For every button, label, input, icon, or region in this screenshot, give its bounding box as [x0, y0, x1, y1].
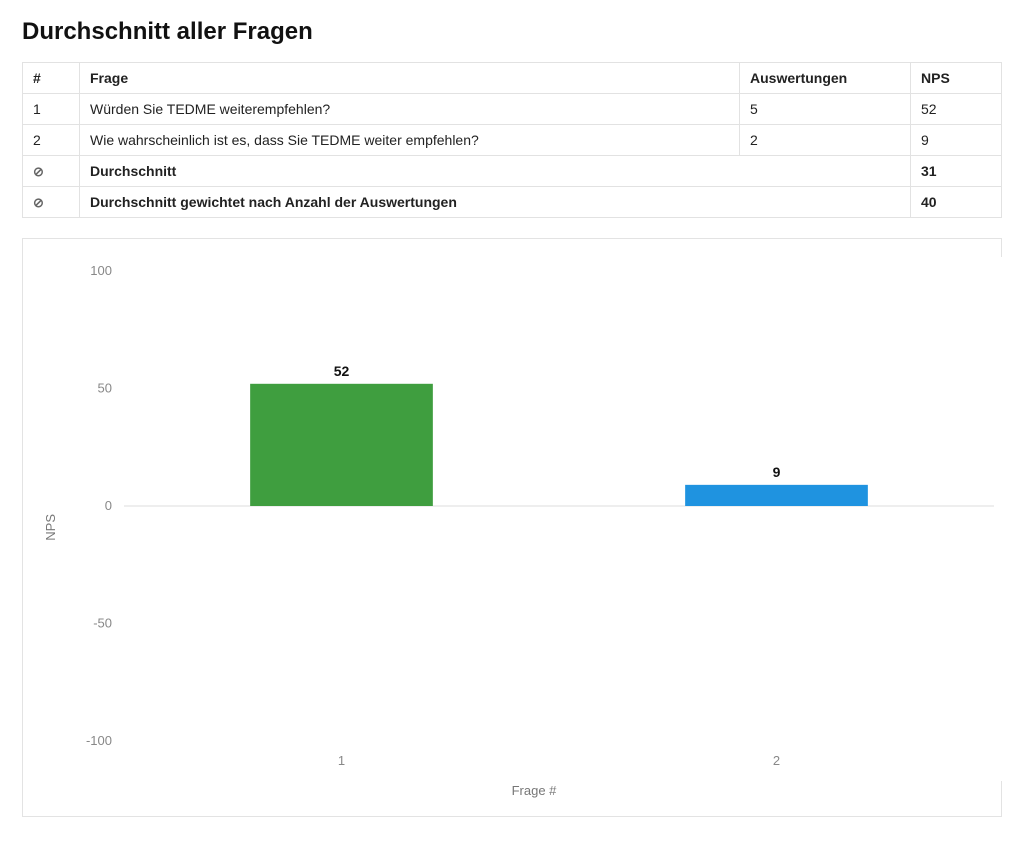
bar-value-label: 52 — [334, 363, 350, 379]
y-tick-label: 50 — [98, 381, 112, 396]
y-tick-label: 100 — [90, 263, 112, 278]
average-icon: ⊘ — [33, 165, 44, 178]
col-header-frage: Frage — [80, 63, 740, 94]
table-row: 1 Würden Sie TEDME weiterempfehlen? 5 52 — [23, 94, 1002, 125]
summary-nps: 31 — [911, 156, 1002, 187]
bar — [685, 485, 868, 506]
cell-auswertungen: 5 — [740, 94, 911, 125]
cell-nps: 9 — [911, 125, 1002, 156]
y-tick-label: 0 — [105, 498, 112, 513]
x-axis-label: Frage # — [64, 783, 1004, 798]
bar-value-label: 9 — [773, 464, 781, 480]
col-header-auswertungen: Auswertungen — [740, 63, 911, 94]
nps-bar-chart: -100 -50 0 50 100 52 1 9 2 — [64, 257, 1004, 781]
y-tick-label: -50 — [93, 616, 112, 631]
page-title: Durchschnitt aller Fragen — [22, 18, 1002, 46]
col-header-num: # — [23, 63, 80, 94]
table-row: 2 Wie wahrscheinlich ist es, dass Sie TE… — [23, 125, 1002, 156]
cell-auswertungen: 2 — [740, 125, 911, 156]
x-tick-label: 1 — [338, 753, 345, 768]
table-header-row: # Frage Auswertungen NPS — [23, 63, 1002, 94]
cell-num: 2 — [23, 125, 80, 156]
avg-icon-cell: ⊘ — [23, 187, 80, 218]
summary-label: Durchschnitt gewichtet nach Anzahl der A… — [80, 187, 911, 218]
y-tick-label: -100 — [86, 733, 112, 748]
y-axis-label: NPS — [43, 514, 58, 541]
summary-row: ⊘ Durchschnitt gewichtet nach Anzahl der… — [23, 187, 1002, 218]
x-tick-label: 2 — [773, 753, 780, 768]
cell-frage: Würden Sie TEDME weiterempfehlen? — [80, 94, 740, 125]
cell-num: 1 — [23, 94, 80, 125]
col-header-nps: NPS — [911, 63, 1002, 94]
summary-label: Durchschnitt — [80, 156, 911, 187]
results-table: # Frage Auswertungen NPS 1 Würden Sie TE… — [22, 62, 1002, 218]
avg-icon-cell: ⊘ — [23, 156, 80, 187]
summary-row: ⊘ Durchschnitt 31 — [23, 156, 1002, 187]
chart-container: NPS -100 -50 0 50 100 52 1 9 2 Frage # — [22, 238, 1002, 817]
cell-frage: Wie wahrscheinlich ist es, dass Sie TEDM… — [80, 125, 740, 156]
cell-nps: 52 — [911, 94, 1002, 125]
average-icon: ⊘ — [33, 196, 44, 209]
bar — [250, 384, 433, 506]
summary-nps: 40 — [911, 187, 1002, 218]
